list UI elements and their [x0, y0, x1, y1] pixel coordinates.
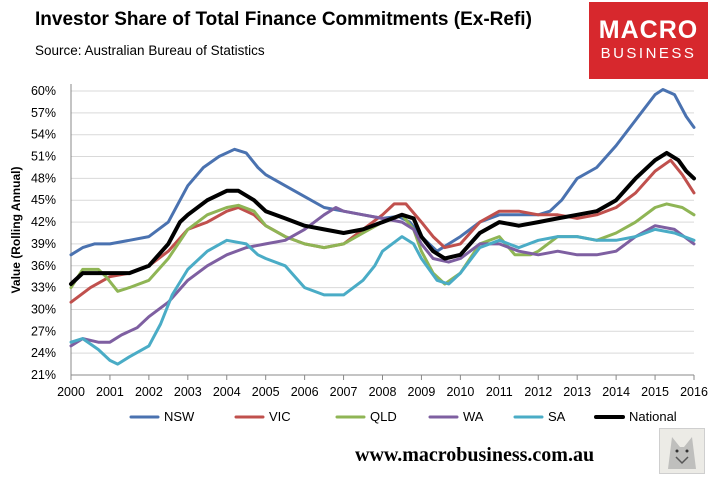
- series-line-nsw: [69, 88, 696, 257]
- x-tick-label: 2012: [524, 385, 552, 399]
- y-tick-label: 27%: [31, 324, 56, 338]
- legend-label-wa: WA: [463, 409, 484, 424]
- y-tick-label: 45%: [31, 193, 56, 207]
- x-tick-label: 2005: [252, 385, 280, 399]
- series-line-sa: [69, 227, 696, 366]
- y-tick-label: 30%: [31, 302, 56, 316]
- y-tick-label: 60%: [31, 84, 56, 98]
- chart-source: Source: Australian Bureau of Statistics: [35, 43, 265, 58]
- logo-line1: MACRO: [598, 16, 699, 44]
- chart-title: Investor Share of Total Finance Commitme…: [35, 9, 532, 30]
- x-tick-label: 2007: [330, 385, 358, 399]
- footer-url: www.macrobusiness.com.au: [355, 444, 595, 466]
- x-tick-label: 2008: [369, 385, 397, 399]
- legend-label-qld: QLD: [370, 409, 397, 424]
- x-tick-label: 2006: [291, 385, 319, 399]
- legend-label-national: National: [629, 409, 677, 424]
- x-tick-label: 2000: [57, 385, 85, 399]
- y-tick-label: 42%: [31, 215, 56, 229]
- logo-line2: BUSINESS: [600, 45, 697, 62]
- y-tick-label: 33%: [31, 281, 56, 295]
- y-tick-label: 51%: [31, 150, 56, 164]
- x-tick-label: 2011: [486, 385, 513, 399]
- wolf-logo-icon: [659, 428, 705, 474]
- y-axis-label: Value (Rolling Annual): [9, 167, 23, 294]
- x-tick-label: 2004: [213, 385, 241, 399]
- x-tick-label: 2002: [135, 385, 163, 399]
- y-tick-label: 54%: [31, 128, 56, 142]
- y-tick-label: 57%: [31, 106, 56, 120]
- y-tick-label: 24%: [31, 346, 56, 360]
- x-tick-label: 2014: [602, 385, 630, 399]
- y-tick-label: 39%: [31, 237, 56, 251]
- brand-logo: MACRO BUSINESS: [589, 2, 708, 79]
- series-line-vic: [69, 158, 696, 304]
- x-tick-label: 2016: [680, 385, 708, 399]
- series-line-wa: [69, 206, 696, 348]
- x-tick-label: 2010: [446, 385, 474, 399]
- y-tick-label: 48%: [31, 171, 56, 185]
- legend-label-sa: SA: [548, 409, 566, 424]
- x-tick-label: 2013: [563, 385, 591, 399]
- series-line-national: [69, 150, 696, 286]
- x-tick-label: 2003: [174, 385, 202, 399]
- legend-label-nsw: NSW: [164, 409, 195, 424]
- legend-label-vic: VIC: [269, 409, 291, 424]
- y-tick-label: 36%: [31, 259, 56, 273]
- x-tick-label: 2009: [408, 385, 436, 399]
- x-tick-label: 2015: [641, 385, 669, 399]
- x-tick-label: 2001: [96, 385, 124, 399]
- y-tick-label: 21%: [31, 368, 56, 382]
